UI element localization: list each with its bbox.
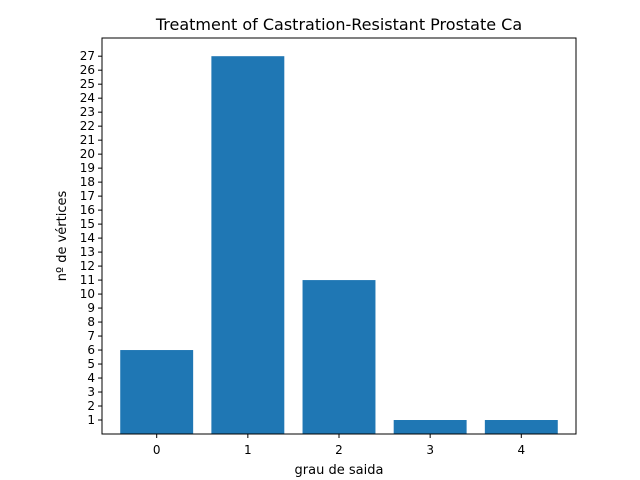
x-axis-ticks: 0 1 2 3 4 — [153, 434, 525, 457]
y-tick-label: 19 — [80, 161, 95, 175]
y-tick-label: 4 — [87, 371, 95, 385]
y-tick-label: 24 — [80, 91, 95, 105]
y-tick-label: 21 — [80, 133, 95, 147]
y-tick-label: 9 — [87, 301, 95, 315]
x-tick-label: 0 — [153, 443, 161, 457]
y-tick-label: 20 — [80, 147, 95, 161]
y-tick-label: 16 — [80, 203, 95, 217]
y-tick-label: 18 — [80, 175, 95, 189]
y-axis-ticks: 1234567891011121314151617181920212223242… — [80, 49, 102, 427]
y-tick-label: 12 — [80, 259, 95, 273]
bars-group — [120, 56, 558, 435]
y-tick-label: 15 — [80, 217, 95, 231]
y-tick-label: 6 — [87, 343, 95, 357]
y-tick-label: 11 — [80, 273, 95, 287]
y-tick-label: 1 — [87, 413, 95, 427]
bar-0 — [120, 350, 194, 434]
chart-title: Treatment of Castration-Resistant Prosta… — [155, 15, 522, 34]
y-tick-label: 23 — [80, 105, 95, 119]
y-tick-label: 25 — [80, 77, 95, 91]
x-tick-label: 3 — [426, 443, 434, 457]
y-tick-label: 2 — [87, 399, 95, 413]
y-tick-label: 3 — [87, 385, 95, 399]
y-axis-label: nº de vértices — [55, 191, 70, 282]
y-tick-label: 5 — [87, 357, 95, 371]
bar-2 — [302, 280, 376, 434]
y-tick-label: 17 — [80, 189, 95, 203]
y-tick-label: 13 — [80, 245, 95, 259]
y-tick-label: 26 — [80, 63, 95, 77]
y-tick-label: 7 — [87, 329, 95, 343]
y-tick-label: 27 — [80, 49, 95, 63]
y-tick-label: 8 — [87, 315, 95, 329]
y-tick-label: 10 — [80, 287, 95, 301]
y-tick-label: 22 — [80, 119, 95, 133]
bar-1 — [211, 56, 285, 435]
bar-4 — [484, 420, 558, 434]
x-tick-label: 1 — [244, 443, 252, 457]
x-tick-label: 4 — [517, 443, 525, 457]
y-tick-label: 14 — [80, 231, 95, 245]
x-tick-label: 2 — [335, 443, 343, 457]
bar-3 — [393, 420, 467, 434]
x-axis-label: grau de saida — [295, 463, 384, 478]
